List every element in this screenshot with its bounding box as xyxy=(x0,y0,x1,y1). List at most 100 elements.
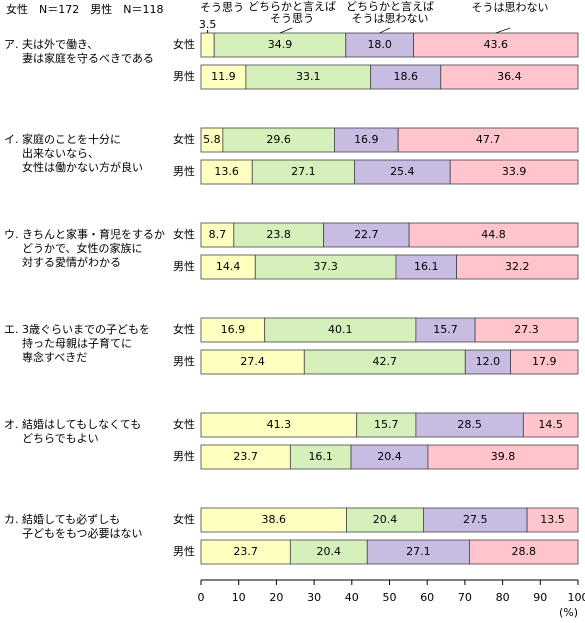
category-label: 男性 xyxy=(173,69,195,83)
question-text: 3歳ぐらいまでの子どもを xyxy=(22,323,150,336)
category-label: 女性 xyxy=(173,322,195,336)
value-label: 18.6 xyxy=(393,70,418,83)
bar-segment xyxy=(370,64,442,90)
category-label: 女性 xyxy=(173,132,195,146)
question-letter: イ. xyxy=(4,133,19,146)
bar-segment xyxy=(397,127,579,153)
value-label: 40.1 xyxy=(328,323,353,336)
question-text: 出来ないなら、 xyxy=(22,146,99,160)
x-tick-label: 20 xyxy=(269,591,283,604)
category-label: 女性 xyxy=(173,417,195,431)
category-label: 男性 xyxy=(173,354,195,368)
question-text: どうかで、女性の家族に xyxy=(22,241,143,255)
question-text: 子どもをもつ必要はない xyxy=(22,527,143,540)
legend-label: そうは思わない xyxy=(352,12,429,25)
x-tick-label: 60 xyxy=(420,591,434,604)
x-tick-label: 0 xyxy=(198,591,205,604)
bar-segment xyxy=(200,64,247,90)
category-label: 女性 xyxy=(173,512,195,526)
value-label: 38.6 xyxy=(262,513,287,526)
bar-segment xyxy=(350,444,429,470)
bar-segment xyxy=(303,349,466,375)
x-tick-label: 10 xyxy=(232,591,246,604)
bar-segment xyxy=(427,444,579,470)
bar-segment xyxy=(440,64,579,90)
value-label: 3.5 xyxy=(199,18,217,31)
value-label: 8.7 xyxy=(209,228,227,241)
category-label: 男性 xyxy=(173,544,195,558)
value-label: 23.8 xyxy=(266,228,291,241)
value-label: 20.4 xyxy=(317,545,342,558)
bar-segment xyxy=(289,539,368,565)
legend-label: そう思う xyxy=(270,12,314,25)
value-label: 32.2 xyxy=(505,260,530,273)
question-letter: ア. xyxy=(4,38,19,51)
value-label: 41.3 xyxy=(267,418,292,431)
bar-segment xyxy=(456,254,579,280)
value-label: 23.7 xyxy=(233,450,258,463)
value-label: 42.7 xyxy=(373,355,398,368)
bar-segment xyxy=(233,222,324,248)
question-text: 妻は家庭を守るべきである xyxy=(22,51,154,65)
x-tick-label: 90 xyxy=(533,591,547,604)
bar-segment xyxy=(510,349,579,375)
category-label: 女性 xyxy=(173,227,195,241)
bar-segment xyxy=(200,349,305,375)
value-label: 13.6 xyxy=(214,165,239,178)
x-tick-label: 70 xyxy=(458,591,472,604)
value-label: 27.4 xyxy=(240,355,265,368)
value-label: 36.4 xyxy=(497,70,522,83)
value-label: 16.1 xyxy=(414,260,439,273)
x-tick-label: 50 xyxy=(383,591,397,604)
bar-segment xyxy=(354,159,451,185)
value-label: 16.1 xyxy=(308,450,333,463)
value-label: 18.0 xyxy=(367,38,392,51)
value-label: 27.1 xyxy=(291,165,316,178)
question-text: 結婚はしてもしなくても xyxy=(22,417,141,431)
value-label: 14.5 xyxy=(538,418,563,431)
value-label: 43.6 xyxy=(484,38,509,51)
x-tick-label: 30 xyxy=(307,591,321,604)
bar-segment xyxy=(200,444,291,470)
value-label: 27.1 xyxy=(406,545,431,558)
value-label: 5.8 xyxy=(203,133,221,146)
legend-leader xyxy=(495,27,511,34)
value-label: 17.9 xyxy=(532,355,557,368)
bar-segment xyxy=(200,412,358,438)
bar-segment xyxy=(474,317,579,343)
question-text: 結婚しても必ずしも xyxy=(22,512,120,526)
bar-segment xyxy=(200,159,253,185)
value-label: 20.4 xyxy=(373,513,398,526)
bar-segment xyxy=(408,222,579,248)
value-label: 47.7 xyxy=(476,133,501,146)
value-label: 16.9 xyxy=(221,323,246,336)
bar-segment xyxy=(289,444,352,470)
question-text: 家庭のことを十分に xyxy=(22,132,121,146)
bar-segment xyxy=(323,222,410,248)
value-label: 29.6 xyxy=(266,133,291,146)
x-tick-label: 80 xyxy=(496,591,510,604)
value-label: 22.7 xyxy=(354,228,379,241)
legend-label: どちらかと言えば xyxy=(248,0,336,13)
x-tick-label: 40 xyxy=(345,591,359,604)
value-label: 15.7 xyxy=(433,323,458,336)
legend-label: そうは思わない xyxy=(472,1,549,14)
bar-segment xyxy=(469,539,579,565)
value-label: 34.9 xyxy=(268,38,293,51)
value-label: 33.1 xyxy=(296,70,321,83)
legend-leader xyxy=(279,27,293,34)
value-label: 11.9 xyxy=(211,70,236,83)
category-label: 男性 xyxy=(173,449,195,463)
question-text: 専念すべきだ xyxy=(22,350,87,364)
category-label: 男性 xyxy=(173,259,195,273)
bar-segment xyxy=(200,254,256,280)
question-text: 対する愛情がわかる xyxy=(22,255,121,269)
bar-segment xyxy=(222,127,335,153)
bar-segment xyxy=(346,507,424,533)
x-tick-label: 100 xyxy=(568,591,585,604)
value-label: 16.9 xyxy=(354,133,379,146)
question-text: きちんと家事・育児をするか xyxy=(22,227,165,241)
bar-segment xyxy=(526,507,579,533)
bar-segment xyxy=(254,254,397,280)
value-label: 13.5 xyxy=(540,513,565,526)
